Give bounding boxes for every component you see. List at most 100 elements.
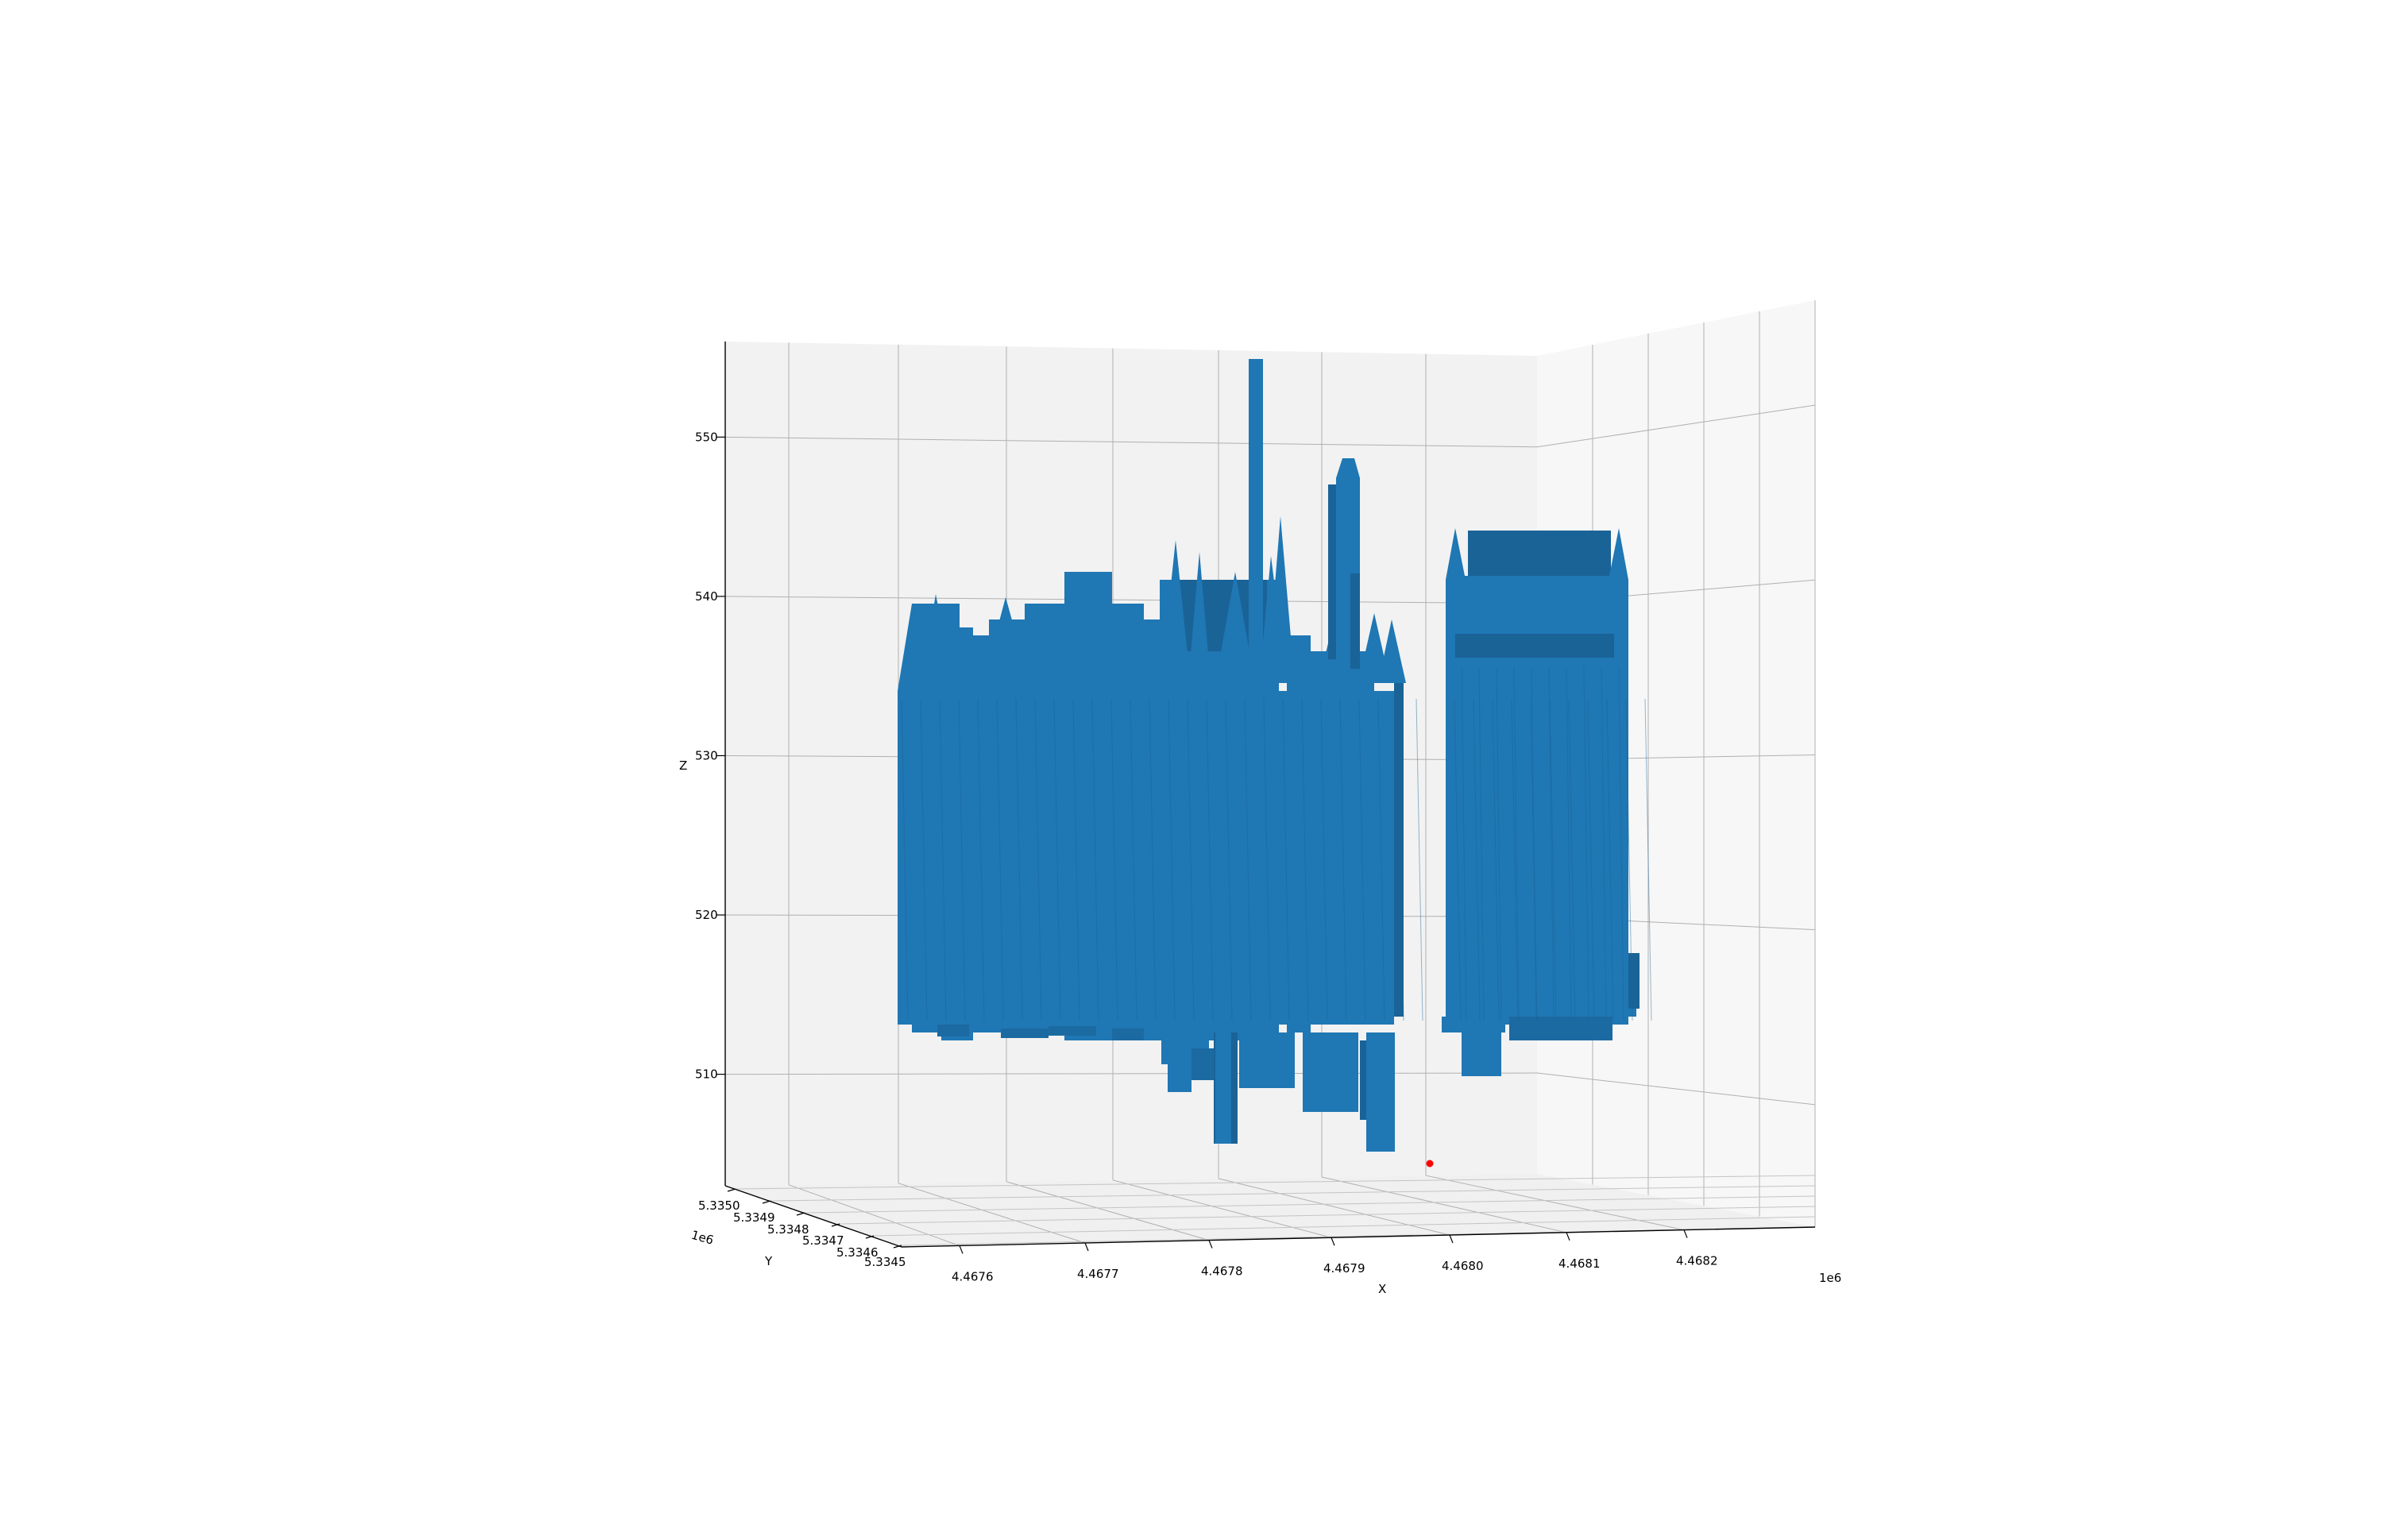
surface-block <box>1168 1056 1192 1092</box>
surface-block <box>1350 573 1360 669</box>
mesh-edge <box>1282 698 1290 1021</box>
y-tick-mark <box>796 1212 805 1216</box>
z-tick-label: 530 <box>695 748 718 762</box>
surface-block <box>1468 531 1611 576</box>
mesh-edge <box>1549 698 1557 1021</box>
y-gridline-floor <box>770 1185 1816 1202</box>
surface-face <box>1215 572 1255 683</box>
mesh-edge <box>1601 666 1607 1021</box>
surface-block <box>1394 683 1404 1017</box>
surface-block <box>1455 634 1614 658</box>
mesh-edge <box>1618 666 1624 1021</box>
surface-face <box>1446 528 1466 580</box>
x-tick-label: 4.4676 <box>952 1269 994 1283</box>
mesh-edge <box>1548 666 1555 1021</box>
mesh-edge <box>1566 666 1572 1021</box>
surface-block <box>1628 953 1640 1009</box>
surface-face <box>1160 540 1192 691</box>
mesh-edge <box>1301 698 1309 1021</box>
x-tick-mark <box>1566 1232 1570 1241</box>
point-marker <box>1426 1160 1434 1168</box>
surface-block <box>1462 1025 1501 1076</box>
y-tick-mark <box>727 1188 736 1192</box>
surface-block <box>1328 484 1336 659</box>
mesh-edge <box>1130 698 1137 1021</box>
surface-block <box>1215 1032 1231 1144</box>
mesh-edge <box>1531 666 1537 1021</box>
surface-face <box>1378 619 1406 683</box>
z-gridline-back <box>724 436 1538 448</box>
surface-face <box>1336 458 1360 478</box>
mesh-edge <box>1492 698 1500 1021</box>
y-tick-mark <box>865 1235 875 1239</box>
surface-block <box>937 1025 969 1036</box>
x-tick-mark <box>1331 1237 1335 1246</box>
mesh-edge <box>1034 698 1042 1021</box>
surface-face <box>991 597 1021 651</box>
surface-block <box>1509 1017 1612 1040</box>
x-tick-label: 4.4680 <box>1442 1259 1484 1273</box>
mesh-edge <box>920 698 928 1021</box>
mesh-edge <box>1244 698 1252 1021</box>
x-gridline-floor <box>898 1183 1086 1244</box>
mesh-edge <box>1461 666 1467 1021</box>
surface-face <box>1609 528 1628 580</box>
mesh-edge <box>1053 698 1061 1021</box>
y-tick-label: 5.3345 <box>864 1255 906 1269</box>
marker-layer <box>1426 1160 1434 1168</box>
mesh-edge <box>958 698 966 1021</box>
mesh-edge <box>1513 666 1520 1021</box>
y-gridline-floor <box>873 1216 1816 1237</box>
y-offset-label: 1e6 <box>689 1228 715 1248</box>
x-gridline-floor <box>1218 1178 1450 1236</box>
x-tick-label: 4.4678 <box>1201 1264 1243 1279</box>
x-tick-mark <box>1208 1240 1213 1249</box>
surface-block <box>1303 651 1374 1025</box>
surface-mesh <box>898 359 1652 1152</box>
floor-pane <box>725 1174 1815 1247</box>
surface-face <box>1319 643 1339 683</box>
mesh-edge <box>1225 698 1233 1021</box>
y-gridline-floor <box>804 1195 1816 1214</box>
mesh-edge <box>1091 698 1099 1021</box>
mesh-edge <box>1625 698 1633 1021</box>
mesh-edge <box>1478 666 1485 1021</box>
mesh-edge <box>1511 698 1519 1021</box>
z-gridline-back <box>724 1072 1538 1075</box>
tick-marks <box>716 436 1688 1254</box>
y-axis-label: Y <box>764 1254 773 1268</box>
mesh-edge <box>1168 698 1176 1021</box>
y-tick-mark <box>831 1223 840 1227</box>
x-tick-mark <box>959 1245 964 1254</box>
x-gridline-floor <box>788 1184 960 1246</box>
x-gridline-floor <box>1425 1175 1685 1231</box>
mesh-edge <box>1187 698 1195 1021</box>
mesh-edge <box>996 698 1004 1021</box>
surface-block <box>1239 1032 1295 1088</box>
y-tick-label: 5.3350 <box>698 1198 740 1213</box>
x-axis-label: X <box>1378 1282 1386 1296</box>
z-gridline-side <box>1536 404 1816 448</box>
z-tick-label: 520 <box>695 908 718 922</box>
surface-block <box>1366 1032 1395 1152</box>
mesh-edge <box>939 698 947 1021</box>
mesh-edge <box>1416 698 1423 1021</box>
mesh-edge <box>901 698 909 1021</box>
y-tick-label: 5.3347 <box>802 1233 844 1248</box>
mesh-edge <box>1072 698 1080 1021</box>
mesh-edge <box>1473 698 1481 1021</box>
x-axis-line <box>901 1226 1816 1248</box>
z-tick-label: 540 <box>695 589 718 604</box>
mesh-edge <box>1339 698 1347 1021</box>
surface-face <box>1188 552 1211 691</box>
surface-block <box>1455 576 1622 631</box>
mesh-edge <box>1396 698 1404 1021</box>
y-gridline-floor <box>735 1175 1816 1190</box>
surface-block <box>1064 572 1112 1040</box>
mesh-edge <box>1587 698 1595 1021</box>
mesh-edge <box>1606 698 1614 1021</box>
y-tick-label: 5.3346 <box>836 1245 879 1260</box>
mesh-edge <box>1644 698 1652 1021</box>
mesh-edge <box>1149 698 1157 1021</box>
